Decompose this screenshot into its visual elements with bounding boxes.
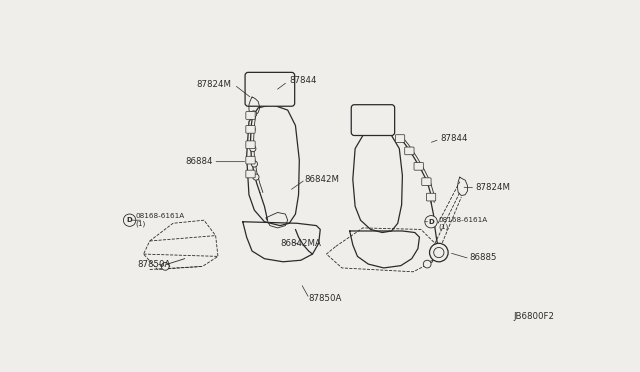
Text: 87850A: 87850A <box>137 260 170 269</box>
Circle shape <box>253 174 259 180</box>
Text: D: D <box>127 217 132 223</box>
Text: JB6800F2: JB6800F2 <box>513 312 554 321</box>
FancyBboxPatch shape <box>246 112 255 119</box>
Polygon shape <box>246 105 300 225</box>
Text: 86885: 86885 <box>470 253 497 262</box>
Circle shape <box>423 179 429 185</box>
Polygon shape <box>349 231 419 268</box>
FancyBboxPatch shape <box>426 193 436 201</box>
Circle shape <box>415 163 422 169</box>
FancyBboxPatch shape <box>404 147 414 155</box>
Text: 87824M: 87824M <box>476 183 510 192</box>
FancyBboxPatch shape <box>396 135 404 142</box>
Text: 86884: 86884 <box>186 157 213 166</box>
Circle shape <box>397 135 403 142</box>
FancyBboxPatch shape <box>246 156 255 164</box>
Text: 87824M: 87824M <box>196 80 231 89</box>
Circle shape <box>250 111 257 117</box>
FancyBboxPatch shape <box>422 178 431 186</box>
Circle shape <box>429 243 448 262</box>
Circle shape <box>252 161 257 167</box>
Circle shape <box>428 194 434 200</box>
Text: 87844: 87844 <box>440 134 468 143</box>
Text: 87850A: 87850A <box>308 294 342 303</box>
Polygon shape <box>266 212 288 228</box>
Polygon shape <box>249 97 260 115</box>
FancyBboxPatch shape <box>246 170 255 178</box>
Polygon shape <box>353 131 403 232</box>
Text: 08168-6161A
(1): 08168-6161A (1) <box>136 214 185 227</box>
FancyBboxPatch shape <box>414 163 423 170</box>
Circle shape <box>124 214 136 226</box>
FancyBboxPatch shape <box>246 125 255 133</box>
Circle shape <box>249 126 255 132</box>
FancyBboxPatch shape <box>351 105 395 135</box>
Circle shape <box>425 216 437 228</box>
Polygon shape <box>243 222 320 262</box>
Text: 86842M: 86842M <box>305 175 340 184</box>
FancyBboxPatch shape <box>246 141 255 148</box>
Text: D: D <box>428 219 434 225</box>
Circle shape <box>250 145 256 152</box>
Text: 86842MA: 86842MA <box>280 239 321 248</box>
Text: 87844: 87844 <box>289 76 317 85</box>
Circle shape <box>423 260 431 268</box>
Circle shape <box>161 263 169 270</box>
Circle shape <box>406 148 412 154</box>
FancyBboxPatch shape <box>245 73 294 106</box>
Text: 08168-6161A
(1): 08168-6161A (1) <box>438 217 487 230</box>
Circle shape <box>434 247 444 258</box>
Polygon shape <box>458 177 467 196</box>
